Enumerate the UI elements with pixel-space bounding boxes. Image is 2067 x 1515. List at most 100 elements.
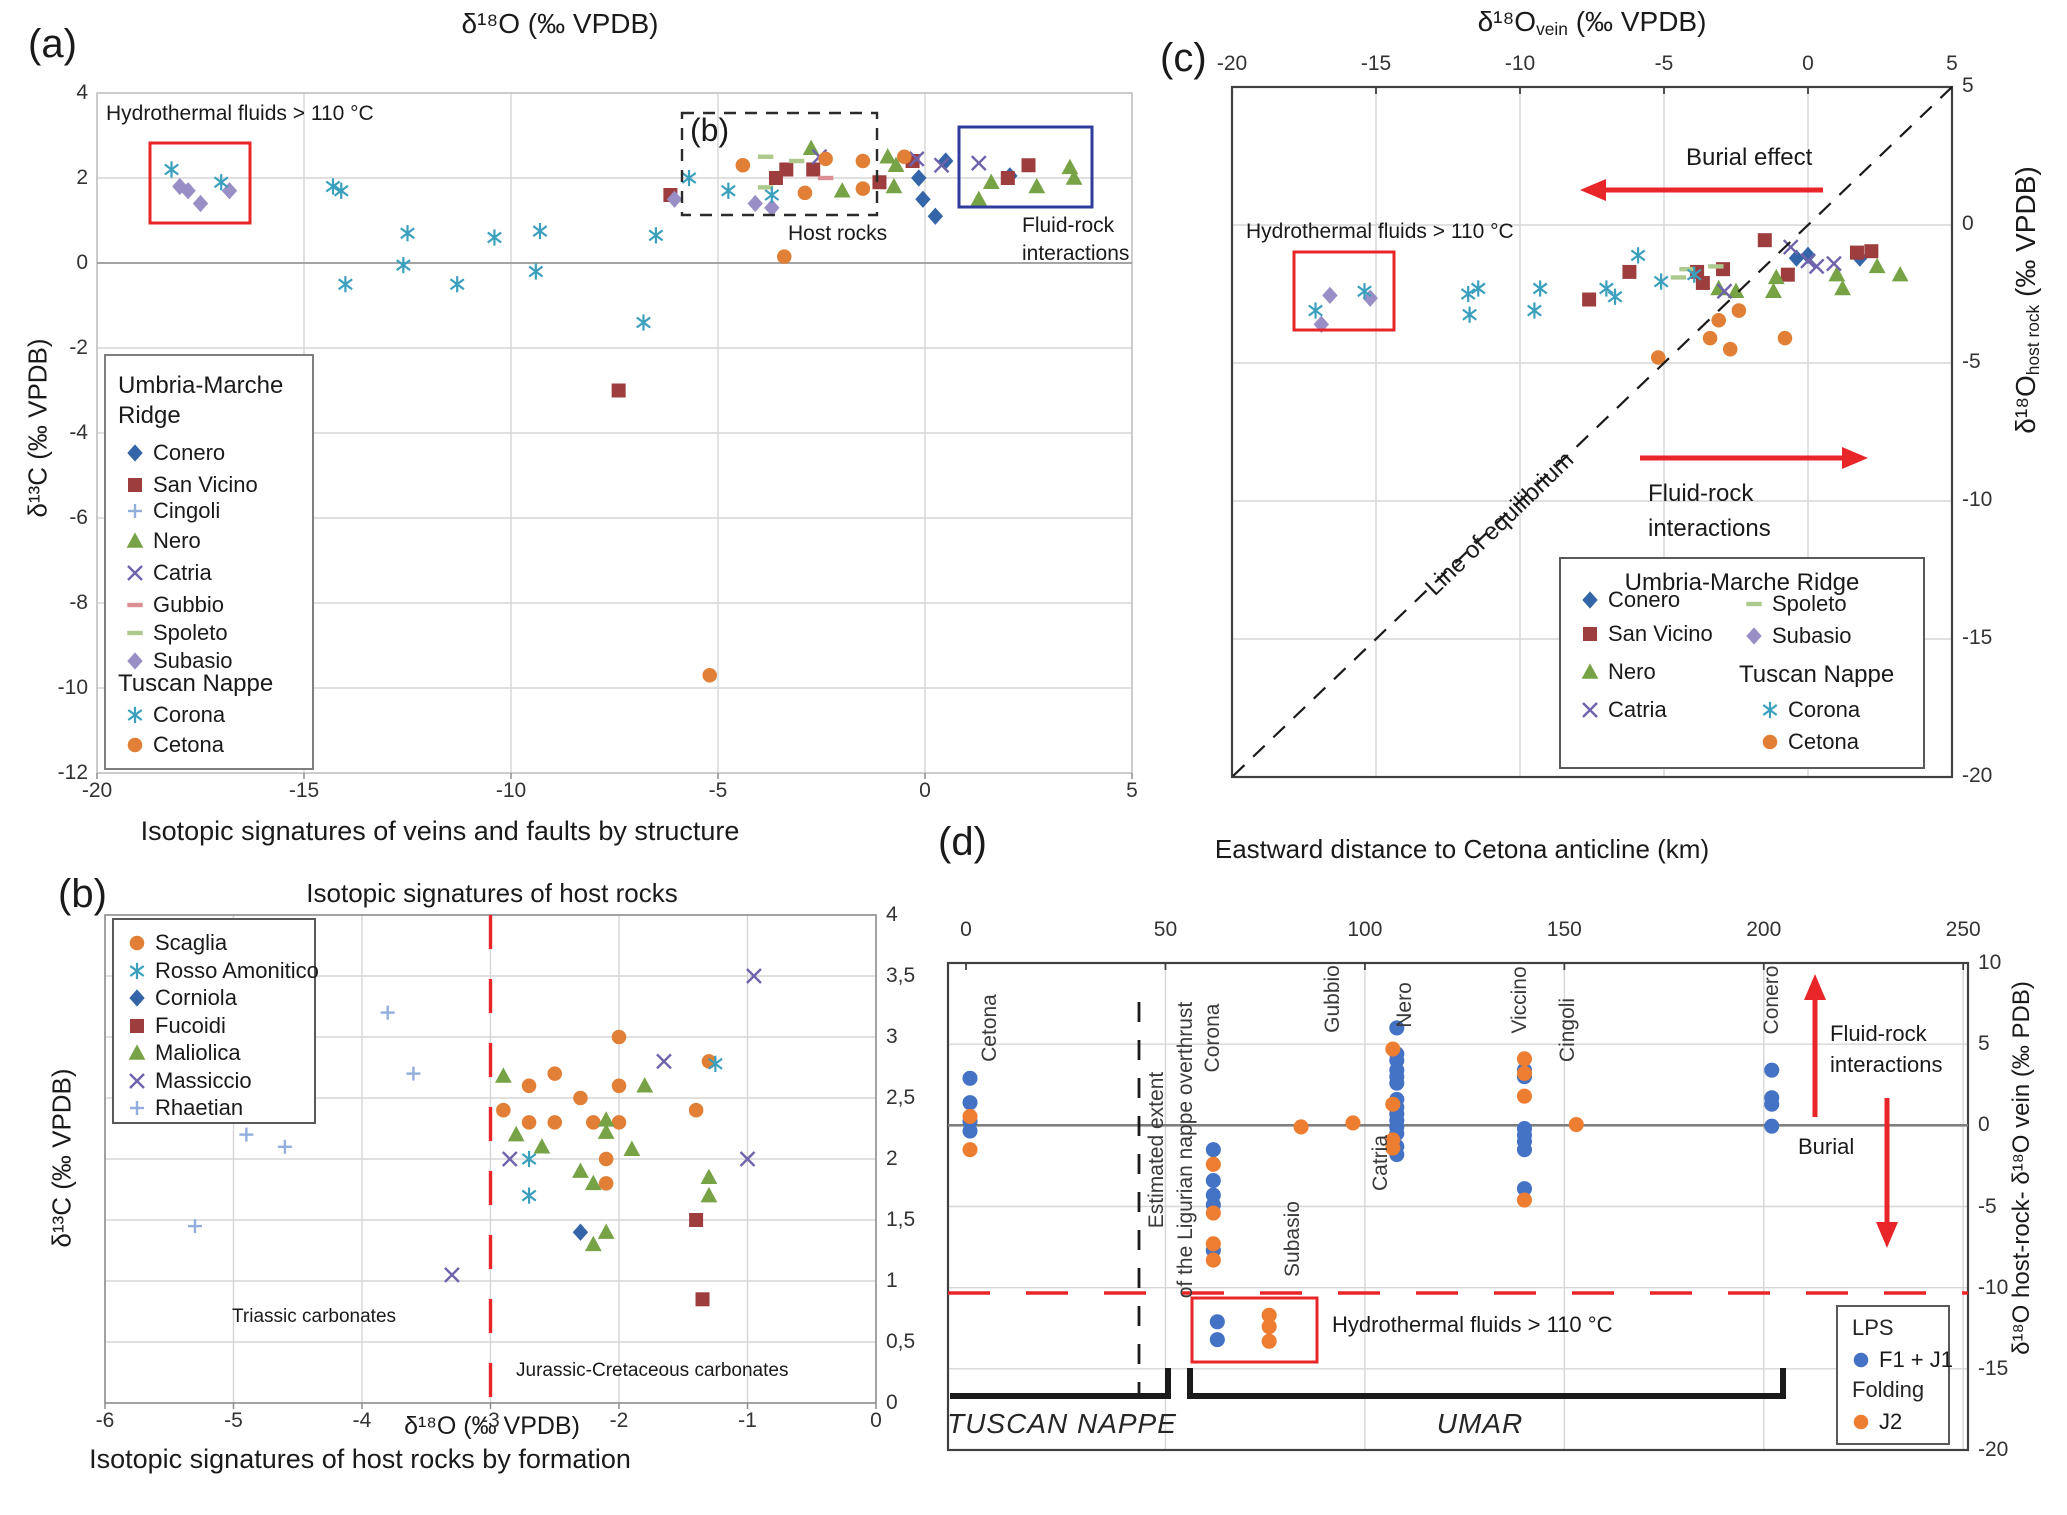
panel-c-point-nero [1834,279,1851,296]
panel-a-point-cetona [735,157,751,173]
panel-b-point-massiccio [656,1053,672,1070]
panel-d-point-j2 [1385,1096,1401,1112]
dash-marker-icon [1746,601,1762,607]
panel-a-hydrothermal-box [148,141,252,225]
panel-c-point-cetona [1731,303,1747,318]
icon [127,706,143,724]
panel-c-fluid-rock-annotation: Fluid-rock interactions [1648,480,1771,542]
panel-b-point-massiccio [739,1151,756,1167]
panel-a-point-san-vicino [779,162,794,177]
panel-a-y-tick: -6 [69,506,88,529]
panel-a-fluid-rock-annotation: Fluid-rock interactions [1022,214,1130,265]
panel-a-caption: Isotopic signatures of veins and faults … [140,816,740,846]
panel-b-point-maliolica [572,1162,589,1178]
icon [130,1101,144,1115]
panel-d-y-tick: -15 [1978,1356,2009,1380]
plus-marker-icon [130,1101,144,1115]
panel-c-fluid-rock-arrow-head [1842,447,1868,469]
panel-d-burial-arrow-head [1876,1222,1898,1248]
panel-d-point-j2 [1385,1041,1401,1057]
panel-b-x-tick: 0 [870,1409,882,1432]
diamond-marker-icon [129,989,145,1007]
panel-a-point-nero [970,190,988,206]
panel-d-y-tick: 5 [1978,1032,1990,1056]
panel-d-point-f1-j1 [962,1095,978,1111]
panel-d-plot-frame [946,961,1970,1452]
legend-item-label: Spoleto [1772,591,1847,616]
panel-b-point-scaglia [611,1115,627,1130]
legend-item-subasio: Subasio [124,648,233,674]
panel-d-point-j2 [1205,1236,1221,1252]
panel-c-point-san-vicino [1582,292,1597,307]
panel-a-label: (a) [28,22,77,66]
panel-d-x-tick: 250 [1945,918,1981,941]
panel-c-point-cetona [1722,341,1738,357]
panel-c-y-tick: 5 [1962,74,1974,97]
panel-a-point-nero [1028,177,1046,194]
legend-item-maliolica: Maliolica [126,1040,241,1066]
icon [1583,627,1597,641]
panel-d-point-f1-j1 [1205,1142,1221,1158]
panel-b-point-rosso-amonitico [521,1150,537,1168]
panel-d-structure-label-conero: Conero [1759,965,1783,1035]
panel-c-point-nero [1828,266,1846,282]
panel-a-point-subasio [180,182,196,200]
panel-b-point-scaglia [701,1054,717,1069]
panel-d-structure-label-subasio: Subasio [1281,1201,1305,1277]
panel-a-point-gubbio [817,175,834,181]
legend-item-scaglia: Scaglia [126,930,227,956]
circle-marker-icon [127,737,143,753]
panel-c-x-tick: 5 [1946,52,1958,75]
panel-c-point-nero [1765,282,1782,298]
panel-a-point-corona [333,182,349,199]
panel-c-point-corona [1653,273,1669,290]
legend-item-conero: Conero [1579,587,1680,613]
icon [127,444,143,462]
panel-b-x-axis-title: δ¹⁸O (‰ VPDB) [404,1412,580,1440]
x-marker-icon [127,565,143,581]
panel-b-legend: Scaglia Rosso Amonitico Corniola Fucoidi Mal… [112,918,319,1124]
panel-b-point-maliolica [597,1111,615,1127]
icon [126,532,144,548]
panel-c-x-tick: -5 [1654,52,1674,75]
legend-item-f1-j1: F1 + J1 [1850,1347,1953,1373]
panel-a-point-conero [911,169,927,187]
panel-a-fluid-rock-box [957,125,1094,209]
icon [127,630,143,636]
panel-d-point-j2 [1261,1319,1277,1335]
panel-c-point-corona [1630,247,1646,264]
panel-b-point-scaglia [496,1102,511,1118]
panel-d-structure-label-corona: Corona [1201,1003,1225,1073]
legend-item-corona: Corona [1759,697,1860,723]
legend-item-cetona: Cetona [1759,729,1859,755]
panel-c-y-tick: -10 [1962,488,1993,511]
legend-item-massiccio: Massiccio [126,1068,252,1094]
legend-item-corona: Corona [124,702,225,728]
panel-d-point-j2 [1205,1156,1221,1172]
icon [127,602,143,608]
panel-b-caption: Isotopic signatures of host rocks by for… [89,1444,631,1474]
panel-c-point-conero [1788,249,1805,267]
legend-item-subasio: Subasio [1743,623,1852,649]
panel-d-point-j2 [962,1142,978,1158]
panel-b-y-axis-title: δ¹³C (‰ VPDB) [46,1068,77,1248]
panel-c-point-nero [1891,266,1909,282]
panel-c-point-corona [1527,302,1542,319]
panel-a-y-tick: -10 [57,676,88,699]
panel-c-point-cetona [1777,330,1793,346]
panel-a-point-corona [400,225,415,242]
diamond-marker-icon [1582,591,1598,609]
panel-d-y-axis-title: δ¹⁸O host-rock- δ¹⁸O vein (‰ PDB) [2008,981,2035,1355]
panel-c-y-tick: -20 [1962,764,1993,787]
panel-a-point-cetona [855,153,871,169]
panel-a-y-tick: 4 [76,81,88,104]
panel-a-y-tick: 2 [76,166,88,189]
panel-b-point-scaglia [688,1102,704,1118]
panel-b-point-scaglia [598,1151,614,1167]
panel-c-label: (c) [1160,36,1207,80]
panel-a-point-san-vicino [611,383,626,398]
panel-a-x-tick: -20 [81,779,113,802]
legend-item-label: Conero [1608,587,1681,612]
panel-a-point-corona [532,223,548,240]
